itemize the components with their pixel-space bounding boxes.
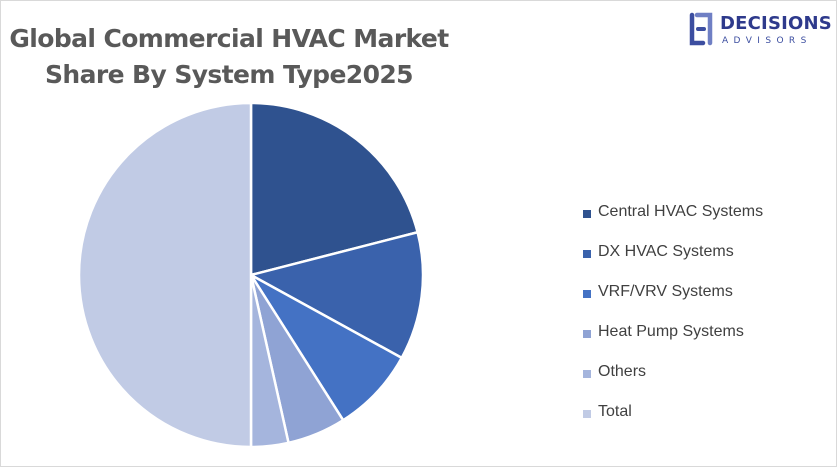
brand-name: DECISIONS xyxy=(720,13,832,34)
legend-label: Total xyxy=(598,403,632,420)
legend-item-total: Total xyxy=(583,403,763,443)
chart-title-line-1: Global Commercial HVAC Market xyxy=(9,24,449,53)
pie-slice-dx-hvac-systems xyxy=(249,230,425,360)
chart-title-line-2: Share By System Type2025 xyxy=(45,60,414,89)
legend-item-vrf-vrv-systems: VRF/VRV Systems xyxy=(583,283,763,323)
pie-slice-total xyxy=(77,101,253,449)
legend-swatch xyxy=(583,210,591,218)
legend-swatch xyxy=(583,370,591,378)
legend-swatch xyxy=(583,330,591,338)
legend-swatch xyxy=(583,250,591,258)
legend-item-central-hvac-systems: Central HVAC Systems xyxy=(583,203,763,243)
legend-swatch xyxy=(583,410,591,418)
legend-swatch xyxy=(583,290,591,298)
legend-label: Heat Pump Systems xyxy=(598,323,744,340)
legend-label: DX HVAC Systems xyxy=(598,243,734,260)
brand-logo-icon xyxy=(689,12,713,46)
legend-label: VRF/VRV Systems xyxy=(598,283,733,300)
pie-slice-central-hvac-systems xyxy=(249,101,419,277)
legend-item-others: Others xyxy=(583,363,763,403)
legend-item-heat-pump-systems: Heat Pump Systems xyxy=(583,323,763,363)
chart-title: Global Commercial HVAC Market Share By S… xyxy=(9,21,449,93)
chart-legend: Central HVAC Systems DX HVAC Systems VRF/V… xyxy=(583,203,763,443)
brand-tagline: ADVISORS xyxy=(722,36,812,46)
brand-logo: DECISIONS ADVISORS xyxy=(689,11,832,51)
legend-item-dx-hvac-systems: DX HVAC Systems xyxy=(583,243,763,283)
legend-label: Others xyxy=(598,363,647,380)
legend-label: Central HVAC Systems xyxy=(598,203,764,220)
